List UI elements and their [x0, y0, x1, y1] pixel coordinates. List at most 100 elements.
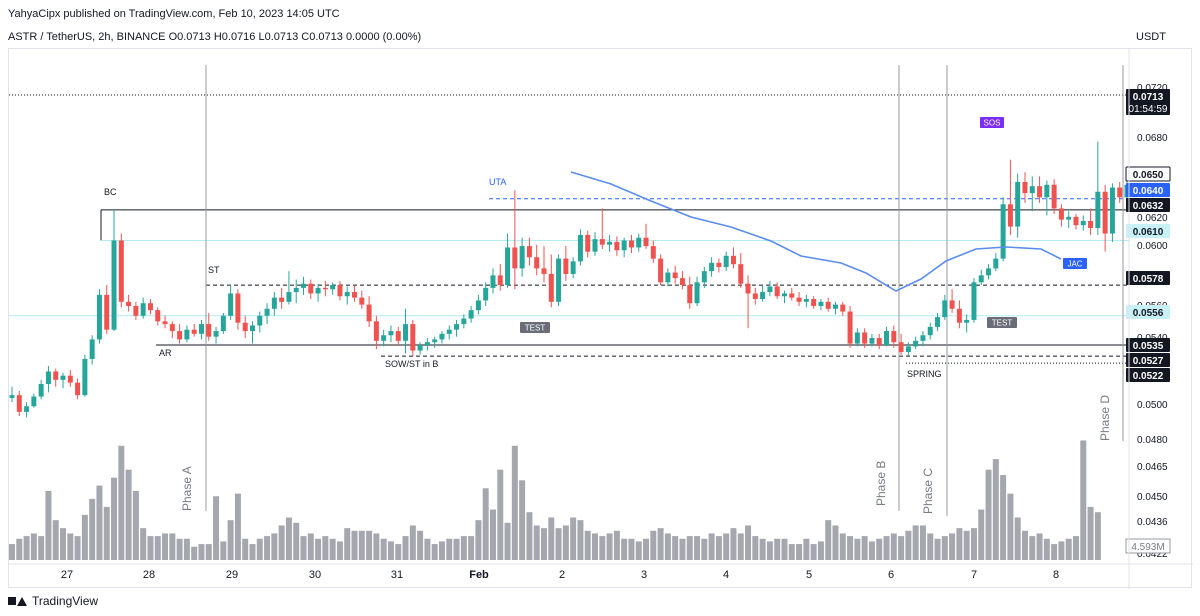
- y-tick-label: 0.0450: [1137, 492, 1168, 503]
- volume-bar: [220, 541, 227, 560]
- candle-body: [191, 329, 197, 334]
- candle-body: [752, 293, 758, 300]
- volume-bar: [278, 525, 285, 560]
- price-tag-value: 0.0578: [1133, 274, 1164, 285]
- candle-body: [687, 285, 693, 304]
- candle-body: [439, 333, 445, 340]
- symbol-ohlc-line: ASTR / TetherUS, 2h, BINANCE O0.0713 H0.…: [8, 31, 422, 43]
- candle-body: [60, 375, 66, 380]
- volume-bar: [213, 496, 220, 560]
- candle-body: [177, 331, 183, 340]
- volume-bar: [81, 514, 88, 560]
- price-tag-bg: [1126, 183, 1170, 197]
- volume-bar: [745, 525, 752, 560]
- candle-body: [1073, 216, 1079, 226]
- volume-bar: [242, 538, 249, 560]
- volume-bar: [664, 533, 671, 560]
- volume-bar: [941, 536, 948, 560]
- x-tick-label: 27: [61, 569, 73, 581]
- volume-bar: [876, 538, 883, 560]
- candle-body: [505, 247, 511, 286]
- volume-bar: [315, 538, 322, 560]
- label-jac-bg: [1063, 258, 1087, 269]
- candle-body: [1044, 184, 1050, 198]
- candle-body: [373, 321, 379, 341]
- volume-bar: [934, 538, 941, 560]
- candle-body: [949, 300, 955, 309]
- volume-bar: [52, 520, 59, 560]
- candle-body: [279, 297, 285, 302]
- price-tag-bg: [1126, 198, 1170, 212]
- volume-bar: [395, 544, 402, 560]
- candle-body: [140, 303, 146, 316]
- chart-frame[interactable]: BC AR ST SOW/ST in B UTA TEST TEST SPRING SOS JAC…: [8, 48, 1193, 589]
- candle-body: [541, 268, 547, 274]
- candle-body: [709, 262, 715, 272]
- volume-bar: [1043, 538, 1050, 560]
- footer-brand: TradingView: [32, 594, 99, 608]
- volume-bar: [264, 536, 271, 560]
- candle-body: [1102, 191, 1108, 234]
- volume-bar: [285, 517, 292, 560]
- price-tag-bg: [1126, 89, 1170, 115]
- candlestick-chart[interactable]: BC AR ST SOW/ST in B UTA TEST TEST SPRING SOS JAC…: [9, 49, 1193, 589]
- volume-bar: [992, 459, 999, 560]
- volume-bar: [883, 536, 890, 560]
- volume-bar: [125, 469, 132, 560]
- candle-body: [570, 261, 576, 274]
- candle-body: [1117, 187, 1123, 198]
- volume-bar: [890, 533, 897, 560]
- label-uta: UTA: [489, 177, 506, 187]
- y-tick-label: 0.0436: [1137, 517, 1168, 528]
- phase-label: Phase C: [921, 468, 935, 514]
- volume-bar: [905, 530, 912, 560]
- phase-label: Phase B: [874, 461, 888, 506]
- candle-body: [913, 340, 919, 347]
- candle-body: [723, 255, 729, 267]
- candle-body: [446, 329, 452, 334]
- candle-body: [1088, 221, 1094, 228]
- volume-bar: [1072, 536, 1079, 560]
- volume-bar: [570, 517, 577, 560]
- volume-bar: [606, 533, 613, 560]
- volume-bar: [409, 525, 416, 560]
- volume-bar: [825, 520, 832, 560]
- candle-body: [337, 285, 343, 297]
- volume-bar: [198, 544, 205, 560]
- volume-bar: [759, 538, 766, 560]
- volume-bar: [351, 530, 358, 560]
- candle-body: [760, 292, 766, 300]
- candle-body: [927, 326, 933, 336]
- label-bc: BC: [104, 187, 117, 197]
- volume-bar: [424, 538, 431, 560]
- candle-body: [45, 371, 51, 385]
- volume-bar: [927, 533, 934, 560]
- volume-bar: [1014, 517, 1021, 560]
- candle-body: [118, 240, 124, 302]
- candle-body: [577, 234, 583, 262]
- candle-body: [330, 285, 336, 290]
- volume-bar: [387, 541, 394, 560]
- volume-bar: [555, 528, 562, 560]
- volume-bar: [650, 530, 657, 560]
- candle-body: [235, 293, 241, 323]
- candle-body: [526, 246, 532, 258]
- volume-bar: [249, 544, 256, 560]
- candle-body: [475, 300, 481, 311]
- candles: [9, 141, 1130, 418]
- label-test-1: TEST: [525, 324, 546, 333]
- candle-body: [67, 375, 73, 383]
- price-tag-value: 0.0556: [1133, 308, 1164, 319]
- candle-body: [832, 304, 838, 309]
- volume-bar: [540, 528, 547, 560]
- label-test-2: TEST: [992, 319, 1013, 328]
- candle-body: [1000, 204, 1006, 259]
- price-tag-value: 0.0527: [1133, 356, 1164, 367]
- volume-bar: [468, 536, 475, 560]
- price-tag-bg: [1126, 305, 1170, 319]
- candle-body: [1051, 184, 1057, 209]
- candle-body: [920, 335, 926, 341]
- candle-body: [1058, 208, 1064, 220]
- candle-body: [745, 283, 751, 294]
- price-tag-bg: [1126, 368, 1170, 382]
